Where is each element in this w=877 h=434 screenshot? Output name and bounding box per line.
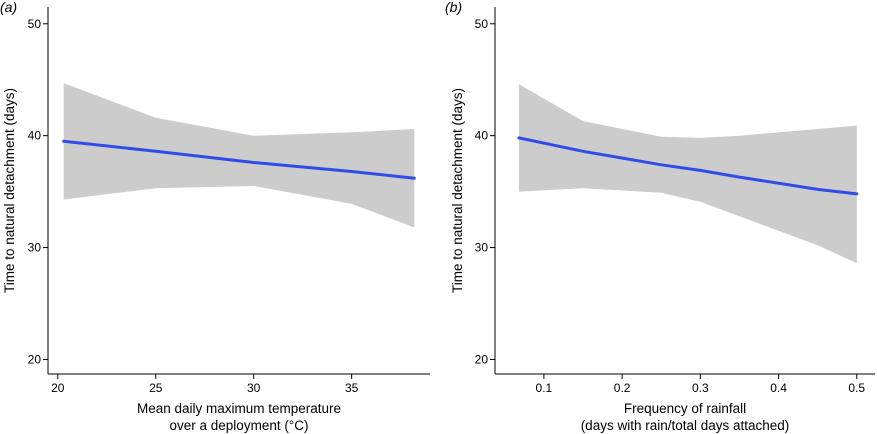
panel-b-confidence-band	[518, 84, 857, 264]
panel-b-x-axis-title-line2: (days with rain/total days attached)	[581, 418, 790, 433]
panel-a-x-tick-label: 30	[247, 381, 261, 395]
panel-a-confidence-band	[63, 83, 415, 228]
panel-a-x-axis-title-line1: Mean daily maximum temperature	[137, 401, 341, 416]
panel-b-y-tick-label: 40	[475, 129, 489, 143]
panel-a-y-tick-label: 50	[28, 17, 42, 31]
panel-b-label: (b)	[445, 0, 462, 15]
panel-b-y-axis-title: Time to natural detachment (days)	[450, 88, 465, 293]
panel-a-label: (a)	[0, 0, 17, 15]
panel-a-y-tick-label: 30	[28, 241, 42, 255]
panel-b-y-tick-label: 20	[475, 352, 489, 366]
panel-b-x-tick-label: 0.2	[614, 381, 631, 395]
panel-a-y-tick-label: 20	[28, 352, 42, 366]
panel-b-x-tick-label: 0.4	[770, 381, 787, 395]
panel-a-x-tick-label: 20	[51, 381, 65, 395]
panel-a-fit-line	[62, 139, 416, 180]
panel-b-x-tick-label: 0.5	[848, 381, 865, 395]
panel-b-fit-line	[517, 136, 859, 196]
panel-b-x-tick-label: 0.1	[536, 381, 553, 395]
panel-a-x-axis-title-line2: over a deployment (°C)	[170, 418, 309, 433]
panel-a-x-tick-label: 25	[149, 381, 163, 395]
panel-b-x-tick-label: 0.3	[692, 381, 709, 395]
panel-a-x-tick-label: 35	[345, 381, 359, 395]
panel-b-y-tick-label: 30	[475, 241, 489, 255]
panel-b-y-tick-label: 50	[475, 17, 489, 31]
panel-a-y-tick-label: 40	[28, 129, 42, 143]
panel-a-y-axis-title: Time to natural detachment (days)	[2, 88, 17, 293]
panel-b-x-axis-title-line1: Frequency of rainfall	[624, 401, 746, 416]
